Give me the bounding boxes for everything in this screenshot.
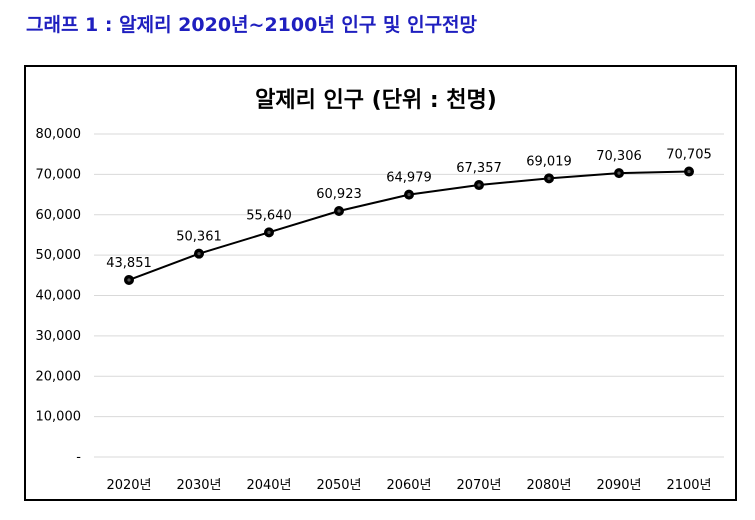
x-tick-label: 2100년 [666, 478, 711, 493]
y-tick-label: - [76, 450, 81, 465]
x-axis-ticks: 2020년 2030년 2040년 2050년 2060년 2070년 2080년 2090년… [106, 478, 711, 493]
data-label: 70,705 [666, 148, 712, 163]
y-tick-label: 20,000 [36, 369, 82, 384]
y-tick-label: 70,000 [36, 167, 82, 182]
data-point-center [477, 183, 481, 187]
series-markers [124, 166, 694, 285]
data-label: 50,361 [176, 230, 222, 245]
x-tick-label: 2090년 [596, 478, 641, 493]
data-label: 64,979 [386, 171, 432, 186]
data-point-center [547, 176, 551, 180]
x-tick-label: 2050년 [316, 478, 361, 493]
y-tick-label: 10,000 [36, 410, 82, 425]
x-tick-label: 2040년 [246, 478, 291, 493]
data-label: 43,851 [106, 256, 152, 271]
y-tick-label: 40,000 [36, 289, 82, 304]
data-labels: 43,851 50,361 55,640 60,923 64,979 67,357 69,0… [106, 148, 712, 271]
chart-title: 알제리 인구 (단위 : 천명) [255, 88, 497, 113]
data-point-center [617, 171, 621, 175]
data-point-center [687, 169, 691, 174]
y-tick-label: 60,000 [36, 208, 82, 223]
data-label: 60,923 [316, 187, 362, 202]
y-tick-label: 30,000 [36, 329, 82, 344]
series-line [128, 170, 690, 281]
data-point-center [337, 209, 341, 213]
data-label: 55,640 [246, 208, 292, 223]
line-chart: 알제리 인구 (단위 : 천명) - 10,000 20,000 30,000 40,0… [36, 88, 724, 493]
data-point-center [197, 252, 201, 256]
y-tick-label: 80,000 [36, 127, 82, 142]
y-tick-label: 50,000 [36, 248, 82, 263]
x-tick-label: 2060년 [386, 478, 431, 493]
series-line-group [128, 170, 690, 281]
data-label: 67,357 [456, 161, 502, 176]
x-tick-label: 2030년 [176, 478, 221, 493]
figure-caption: 그래프 1 : 알제리 2020년~2100년 인구 및 인구전망 [26, 14, 478, 36]
x-tick-label: 2070년 [456, 478, 501, 493]
y-axis-ticks: - 10,000 20,000 30,000 40,000 50,000 60,000 70,… [36, 127, 82, 465]
x-tick-label: 2080년 [526, 478, 571, 493]
data-point-center [407, 193, 411, 197]
data-label: 70,306 [596, 149, 642, 164]
x-tick-label: 2020년 [106, 478, 151, 493]
chart-container: 알제리 인구 (단위 : 천명) - 10,000 20,000 30,000 40,0… [24, 65, 737, 501]
data-label: 69,019 [526, 154, 572, 169]
data-point-center [267, 230, 271, 234]
data-point-center [127, 278, 131, 282]
